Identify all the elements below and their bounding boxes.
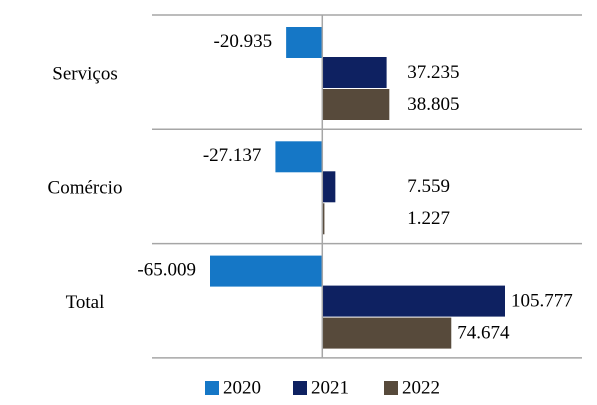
value-label: 74.674 xyxy=(457,322,510,343)
value-label: 38.805 xyxy=(407,94,459,115)
legend-swatch xyxy=(384,381,398,395)
bar xyxy=(322,317,452,349)
bar xyxy=(322,203,325,235)
bar xyxy=(322,171,336,203)
value-label: -27.137 xyxy=(203,145,262,166)
category-label: Comércio xyxy=(48,178,123,199)
value-label: 1.227 xyxy=(407,208,450,229)
bar xyxy=(322,285,505,317)
legend-swatch xyxy=(205,381,219,395)
legend-label: 2021 xyxy=(311,377,349,398)
bar xyxy=(210,255,323,287)
legend-label: 2022 xyxy=(402,377,440,398)
category-label: Serviços xyxy=(52,63,117,84)
value-label: 105.777 xyxy=(511,290,573,311)
bar xyxy=(322,57,387,88)
bar xyxy=(275,141,323,173)
bar xyxy=(286,27,323,58)
bar xyxy=(322,89,390,120)
legend-label: 2020 xyxy=(223,377,261,398)
legend-swatch xyxy=(293,381,307,395)
category-label: Total xyxy=(66,292,105,313)
value-label: -65.009 xyxy=(137,259,196,280)
value-label: -20.935 xyxy=(214,31,273,52)
value-label: 7.559 xyxy=(407,176,450,197)
value-label: 37.235 xyxy=(407,62,459,83)
